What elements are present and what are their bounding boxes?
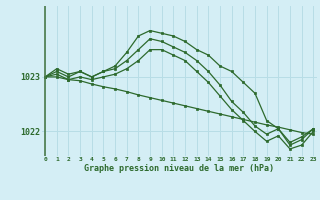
X-axis label: Graphe pression niveau de la mer (hPa): Graphe pression niveau de la mer (hPa) — [84, 164, 274, 173]
